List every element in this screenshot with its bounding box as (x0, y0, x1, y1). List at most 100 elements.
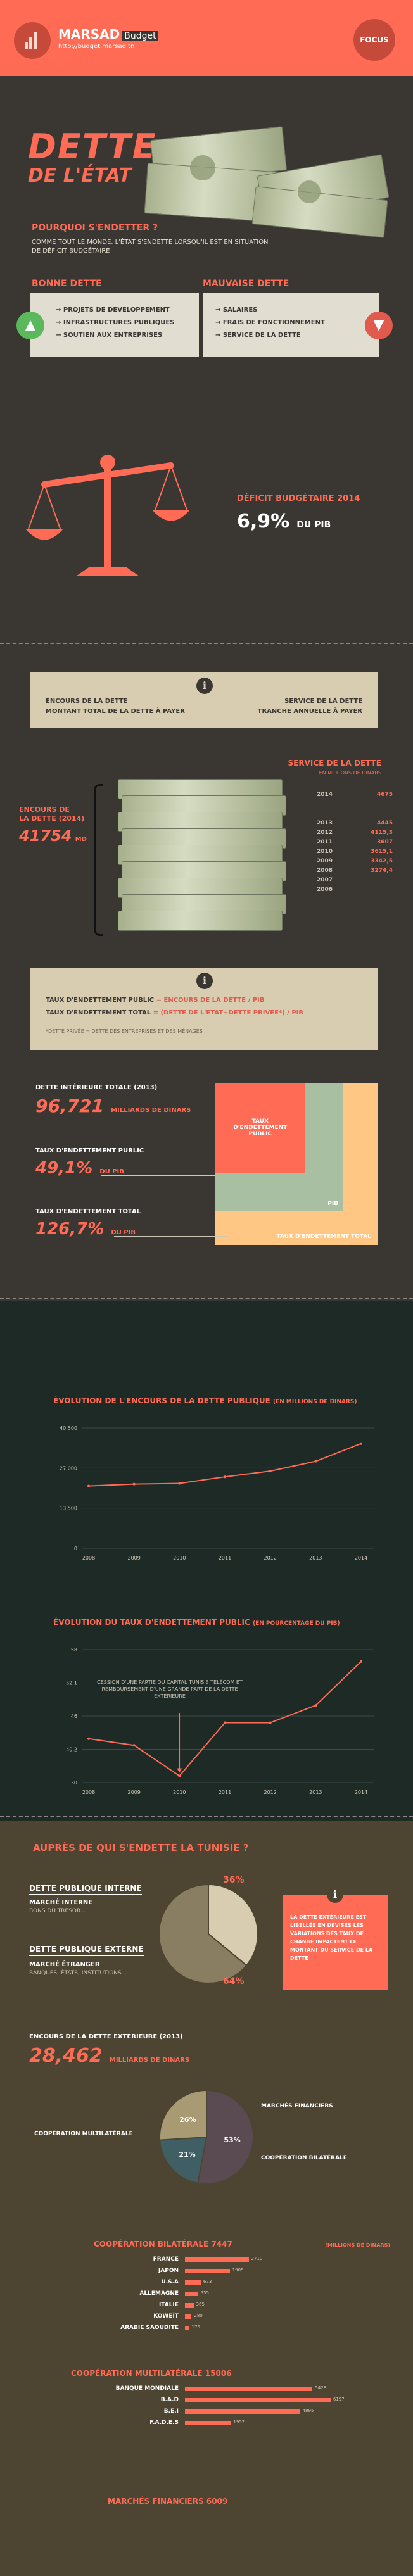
total-rate-label: TAUX D'ENDETTEMENT TOTAL (35, 1208, 141, 1215)
bar-value-label: 1952 (233, 2420, 245, 2425)
logo-suffix: Budget (122, 31, 158, 41)
x-tick-label: 2013 (309, 1790, 322, 1795)
debt-label: DETTE INTÉRIEURE TOTALE (2013) (35, 1084, 158, 1091)
stack-bill (118, 911, 283, 931)
bar-row: F.A.D.E.S 1952 (0, 2418, 413, 2428)
public-rate-unit: DU PIB (99, 1168, 124, 1175)
multi-label: COOPÉRATION MULTILATÉRALE (34, 2131, 133, 2137)
creditors-title: AUPRÈS DE QUI S'ENDETTE LA TUNISIE ? (33, 1842, 249, 1853)
bar (185, 2269, 230, 2273)
bar (185, 2387, 313, 2391)
bar-row: U.S.A 673 (0, 2278, 413, 2288)
bar-row: B.A.D 6197 (0, 2396, 413, 2406)
public-rate-square: TAUX D'ENDETTEMENT PUBLIC (215, 1083, 305, 1173)
x-tick-label: 2012 (264, 1790, 276, 1795)
chart2-annotation: CESSION D'UNE PARTIE DU CAPITAL TUNISIE … (97, 1679, 243, 1699)
ratio-squares: TAUX D'ENDETTEMENT TOTAL PIB TAUX D'ENDE… (215, 1083, 378, 1245)
y-tick-label: 27,000 (60, 1465, 77, 1471)
bar (185, 2280, 201, 2285)
x-tick-label: 2013 (309, 1555, 322, 1561)
x-tick-label: 2011 (219, 1555, 231, 1561)
bar-row: KOWEÏT 280 (0, 2312, 413, 2322)
x-tick-label: 2008 (82, 1790, 95, 1795)
good-item: → SOUTIEN AUX ENTREPRISES (56, 332, 163, 339)
data-point (314, 1704, 317, 1707)
external-sub1: MARCHÉ ÉTRANGER (29, 1961, 100, 1968)
pie-slice (208, 1883, 258, 1967)
creditors-section: AUPRÈS DE QUI S'ENDETTE LA TUNISIE ? DET… (0, 1821, 413, 2576)
bar-value-label: 176 (191, 2325, 200, 2330)
creditors-pie (158, 1883, 258, 1984)
bar-row: B.E.I 4895 (0, 2407, 413, 2417)
encours-unit: MD (75, 836, 87, 843)
pie-slice-label: 53% (224, 2136, 240, 2144)
rate-line-chart: 30 40,2 46 52,1 58 2008 2009 2010 2011 2012 2013 20… (66, 1647, 374, 1795)
y-tick-label: 40,500 (60, 1425, 77, 1431)
definitions-section: i ENCOURS DE LA DETTE MONTANT TOTAL DE L… (0, 646, 413, 1292)
bar-row: BANQUE MONDIALE 5428 (0, 2384, 413, 2394)
x-tick-label: 2014 (355, 1555, 367, 1561)
encours-term: ENCOURS DE LA DETTE (46, 698, 128, 705)
logo-url[interactable]: http://budget.marsad.tn (58, 43, 135, 50)
bar (185, 2398, 331, 2402)
data-point (269, 1721, 272, 1724)
x-tick-label: 2010 (173, 1790, 186, 1795)
total-rate-def: = (DETTE DE L'ÉTAT+DETTE PRIVÉE*) / PIB (153, 1009, 303, 1016)
divider (0, 1816, 413, 1817)
public-rate-def: = ENCOURS DE LA DETTE / PIB (156, 997, 265, 1004)
money-stack-illustration (139, 120, 393, 238)
bar-category-label: ARABIE SAOUDITE (120, 2325, 179, 2331)
service-year: 2006 (317, 887, 333, 893)
thumbs-up-icon: ▲ (16, 312, 44, 339)
bad-debt-box: → SALAIRES → FRAIS DE FONCTIONNEMENT → S… (203, 293, 379, 357)
internal-sub2: BONS DU TRÉSOR... (29, 1908, 86, 1914)
service-subtitle: EN MILLIONS DE DINARS (319, 770, 381, 776)
ext-value: 28,462 (29, 2045, 103, 2067)
bar-value-label: 6197 (333, 2397, 345, 2402)
service-year: 2008 (317, 868, 333, 874)
multi-title: COOPÉRATION MULTILATÉRALE 15006 (71, 2369, 232, 2378)
market-label: MARCHÉS FINANCIERS (261, 2103, 333, 2109)
bilat-label: COOPÉRATION BILATÉRALE (261, 2155, 347, 2161)
x-tick-label: 2011 (219, 1790, 231, 1795)
service-row: 2014 4675 (317, 792, 393, 798)
data-point (224, 1721, 226, 1724)
bilat-title: COOPÉRATION BILATÉRALE 7447 (94, 2240, 232, 2249)
bracket (94, 784, 103, 936)
ext-label: ENCOURS DE LA DETTE EXTÉRIEURE (2013) (29, 2033, 183, 2040)
info-icon: i (196, 678, 213, 694)
intro-title-line1: DETTE (28, 127, 157, 167)
info-icon: i (196, 973, 213, 989)
focus-badge: FOCUS (353, 19, 395, 61)
debt-unit: MILLIARDS DE DINARS (111, 1107, 191, 1114)
public-rate-label: TAUX D'ENDETTEMENT PUBLIC (35, 1147, 144, 1154)
bar-value-label: 673 (203, 2279, 212, 2284)
total-rate-box-label: TAUX D'ENDETTEMENT TOTAL (276, 1234, 371, 1240)
x-tick-label: 2010 (173, 1555, 186, 1561)
service-year: 2012 (317, 830, 333, 836)
bar-value-label: 280 (194, 2313, 203, 2318)
chart2-title: ÉVOLUTION DU TAUX D'ENDETTEMENT PUBLIC (… (53, 1618, 340, 1627)
data-point (224, 1475, 226, 1479)
good-debt-title: BONNE DETTE (32, 279, 102, 289)
x-tick-label: 2008 (82, 1555, 95, 1561)
bill-stack (111, 779, 302, 944)
bar-category-label: U.S.A (161, 2279, 179, 2285)
total-rate-term: TAUX D'ENDETTEMENT TOTAL (46, 1009, 151, 1016)
bar (185, 2326, 189, 2330)
bar-category-label: ALLEMAGNE (139, 2290, 179, 2297)
series-line (88, 1443, 362, 1487)
intro-title-line2: DE L'ÉTAT (28, 165, 132, 187)
y-tick-label: 46 (71, 1714, 77, 1719)
bad-debt-title: MAUVAISE DETTE (203, 279, 289, 289)
bar-value-label: 555 (200, 2290, 209, 2295)
intro-section: DETTE DE L'ÉTAT POURQUOI S'ENDETTER ? CO… (0, 76, 413, 646)
y-tick-label: 58 (71, 1647, 77, 1653)
chart1-title: ÉVOLUTION DE L'ENCOURS DE LA DETTE PUBLI… (53, 1396, 357, 1405)
good-item: → INFRASTRUCTURES PUBLIQUES (56, 319, 175, 326)
service-value: 4445 (376, 820, 393, 826)
pie-slice (196, 2089, 254, 2185)
service-year: 2009 (317, 858, 333, 864)
encours-def: MONTANT TOTAL DE LA DETTE À PAYER (46, 708, 185, 715)
scale-icon (25, 455, 190, 576)
